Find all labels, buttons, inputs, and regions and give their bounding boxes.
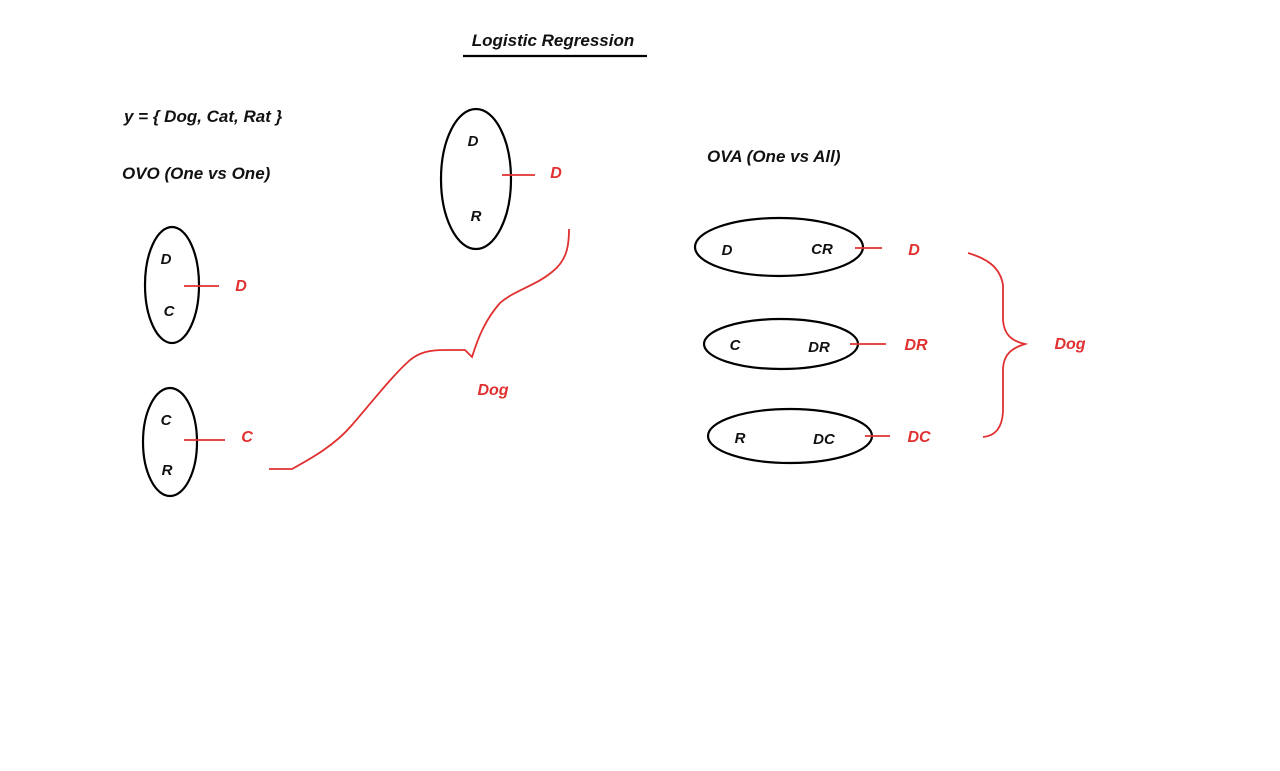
ova-class-label: D bbox=[722, 242, 733, 259]
ova-class-label: DR bbox=[808, 339, 830, 356]
ovo-output: C bbox=[241, 429, 253, 446]
ovo-classifier-ellipse bbox=[143, 225, 201, 345]
ova-class-label: R bbox=[735, 430, 746, 447]
ova-classifier-ellipse bbox=[702, 317, 860, 371]
ovo-class-label: D bbox=[161, 251, 172, 268]
ovo-class-label: D bbox=[468, 133, 479, 150]
ova-combine-brace bbox=[967, 252, 1029, 438]
ovo-class-label: C bbox=[161, 412, 173, 429]
label-set: y = { Dog, Cat, Rat } bbox=[123, 107, 283, 126]
ova-classifier-cat-rest: C DR DR bbox=[702, 317, 928, 371]
ova-class-label: DC bbox=[813, 431, 836, 448]
ova-classifier-ellipse bbox=[706, 407, 874, 465]
ovo-classifier-dog-cat: D C D bbox=[143, 225, 247, 345]
ovo-classifier-dog-rat: D R D bbox=[439, 107, 562, 251]
ova-output: D bbox=[908, 242, 920, 259]
ovo-class-label: C bbox=[164, 303, 176, 320]
ovo-combine-brace bbox=[269, 228, 570, 470]
ova-result: Dog bbox=[1054, 336, 1085, 353]
ova-class-label: C bbox=[730, 337, 742, 354]
ovo-class-label: R bbox=[162, 462, 173, 479]
ovo-output: D bbox=[235, 278, 247, 295]
ovo-classifier-ellipse bbox=[141, 386, 199, 498]
ova-classifier-dog-rest: D CR D bbox=[693, 216, 920, 278]
ova-heading: OVA (One vs All) bbox=[707, 147, 841, 166]
ovo-result: Dog bbox=[477, 382, 508, 399]
ovo-classifier-cat-rat: C R C bbox=[141, 386, 253, 498]
ovo-heading: OVO (One vs One) bbox=[122, 164, 271, 183]
ova-classifier-ellipse bbox=[693, 216, 865, 278]
ova-class-label: CR bbox=[811, 241, 833, 258]
ovo-output: D bbox=[550, 165, 562, 182]
ovo-classifier-ellipse bbox=[439, 107, 513, 251]
ova-output: DC bbox=[907, 429, 931, 446]
ovo-class-label: R bbox=[471, 208, 482, 225]
page-title: Logistic Regression bbox=[472, 31, 634, 50]
ova-classifier-rat-rest: R DC DC bbox=[706, 407, 931, 465]
ova-output: DR bbox=[904, 337, 928, 354]
